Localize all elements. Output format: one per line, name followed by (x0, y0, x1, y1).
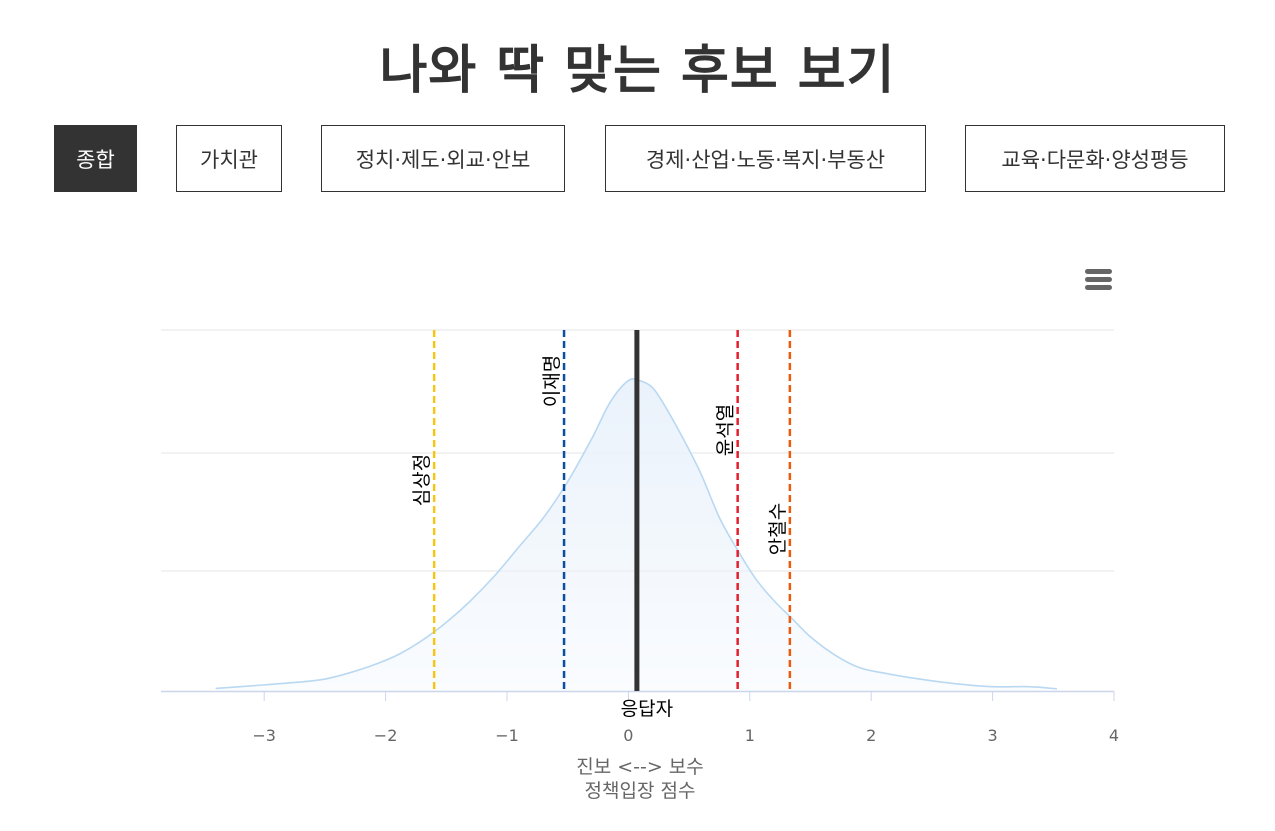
marker-label: 이재명 (541, 355, 563, 407)
x-tick-label: 0 (623, 726, 633, 745)
marker-label: 윤석열 (715, 404, 737, 456)
x-tick-label: −2 (374, 726, 398, 745)
x-axis-subtitle: 정책입장 점수 (585, 780, 696, 802)
tab-education[interactable]: 교육·다문화·양성평등 (965, 125, 1225, 192)
marker-label: 안철수 (767, 503, 789, 555)
x-tick-label: 2 (866, 726, 876, 745)
tab-economy[interactable]: 경제·산업·노동·복지·부동산 (605, 125, 926, 192)
x-tick-label: 1 (745, 726, 755, 745)
marker-label: 심상정 (411, 454, 433, 506)
x-tick-label: −3 (252, 726, 276, 745)
x-axis-ticks: −3 −2 −1 0 1 2 3 4 (252, 691, 1119, 745)
marker-label: 응답자 (621, 698, 673, 720)
x-tick-label: −1 (495, 726, 519, 745)
tab-overall[interactable]: 종합 (54, 125, 137, 192)
chart-menu-button[interactable] (1084, 268, 1114, 294)
hamburger-menu-icon (1085, 269, 1112, 290)
tab-politics[interactable]: 정치·제도·외교·안보 (321, 125, 565, 192)
x-tick-label: 3 (988, 726, 998, 745)
density-line (215, 377, 1058, 690)
tab-values[interactable]: 가치관 (176, 125, 282, 192)
x-axis-title: 진보 <--> 보수 (576, 756, 704, 778)
page-title: 나와 딱 맞는 후보 보기 (379, 41, 896, 101)
x-tick-label: 4 (1109, 726, 1119, 745)
